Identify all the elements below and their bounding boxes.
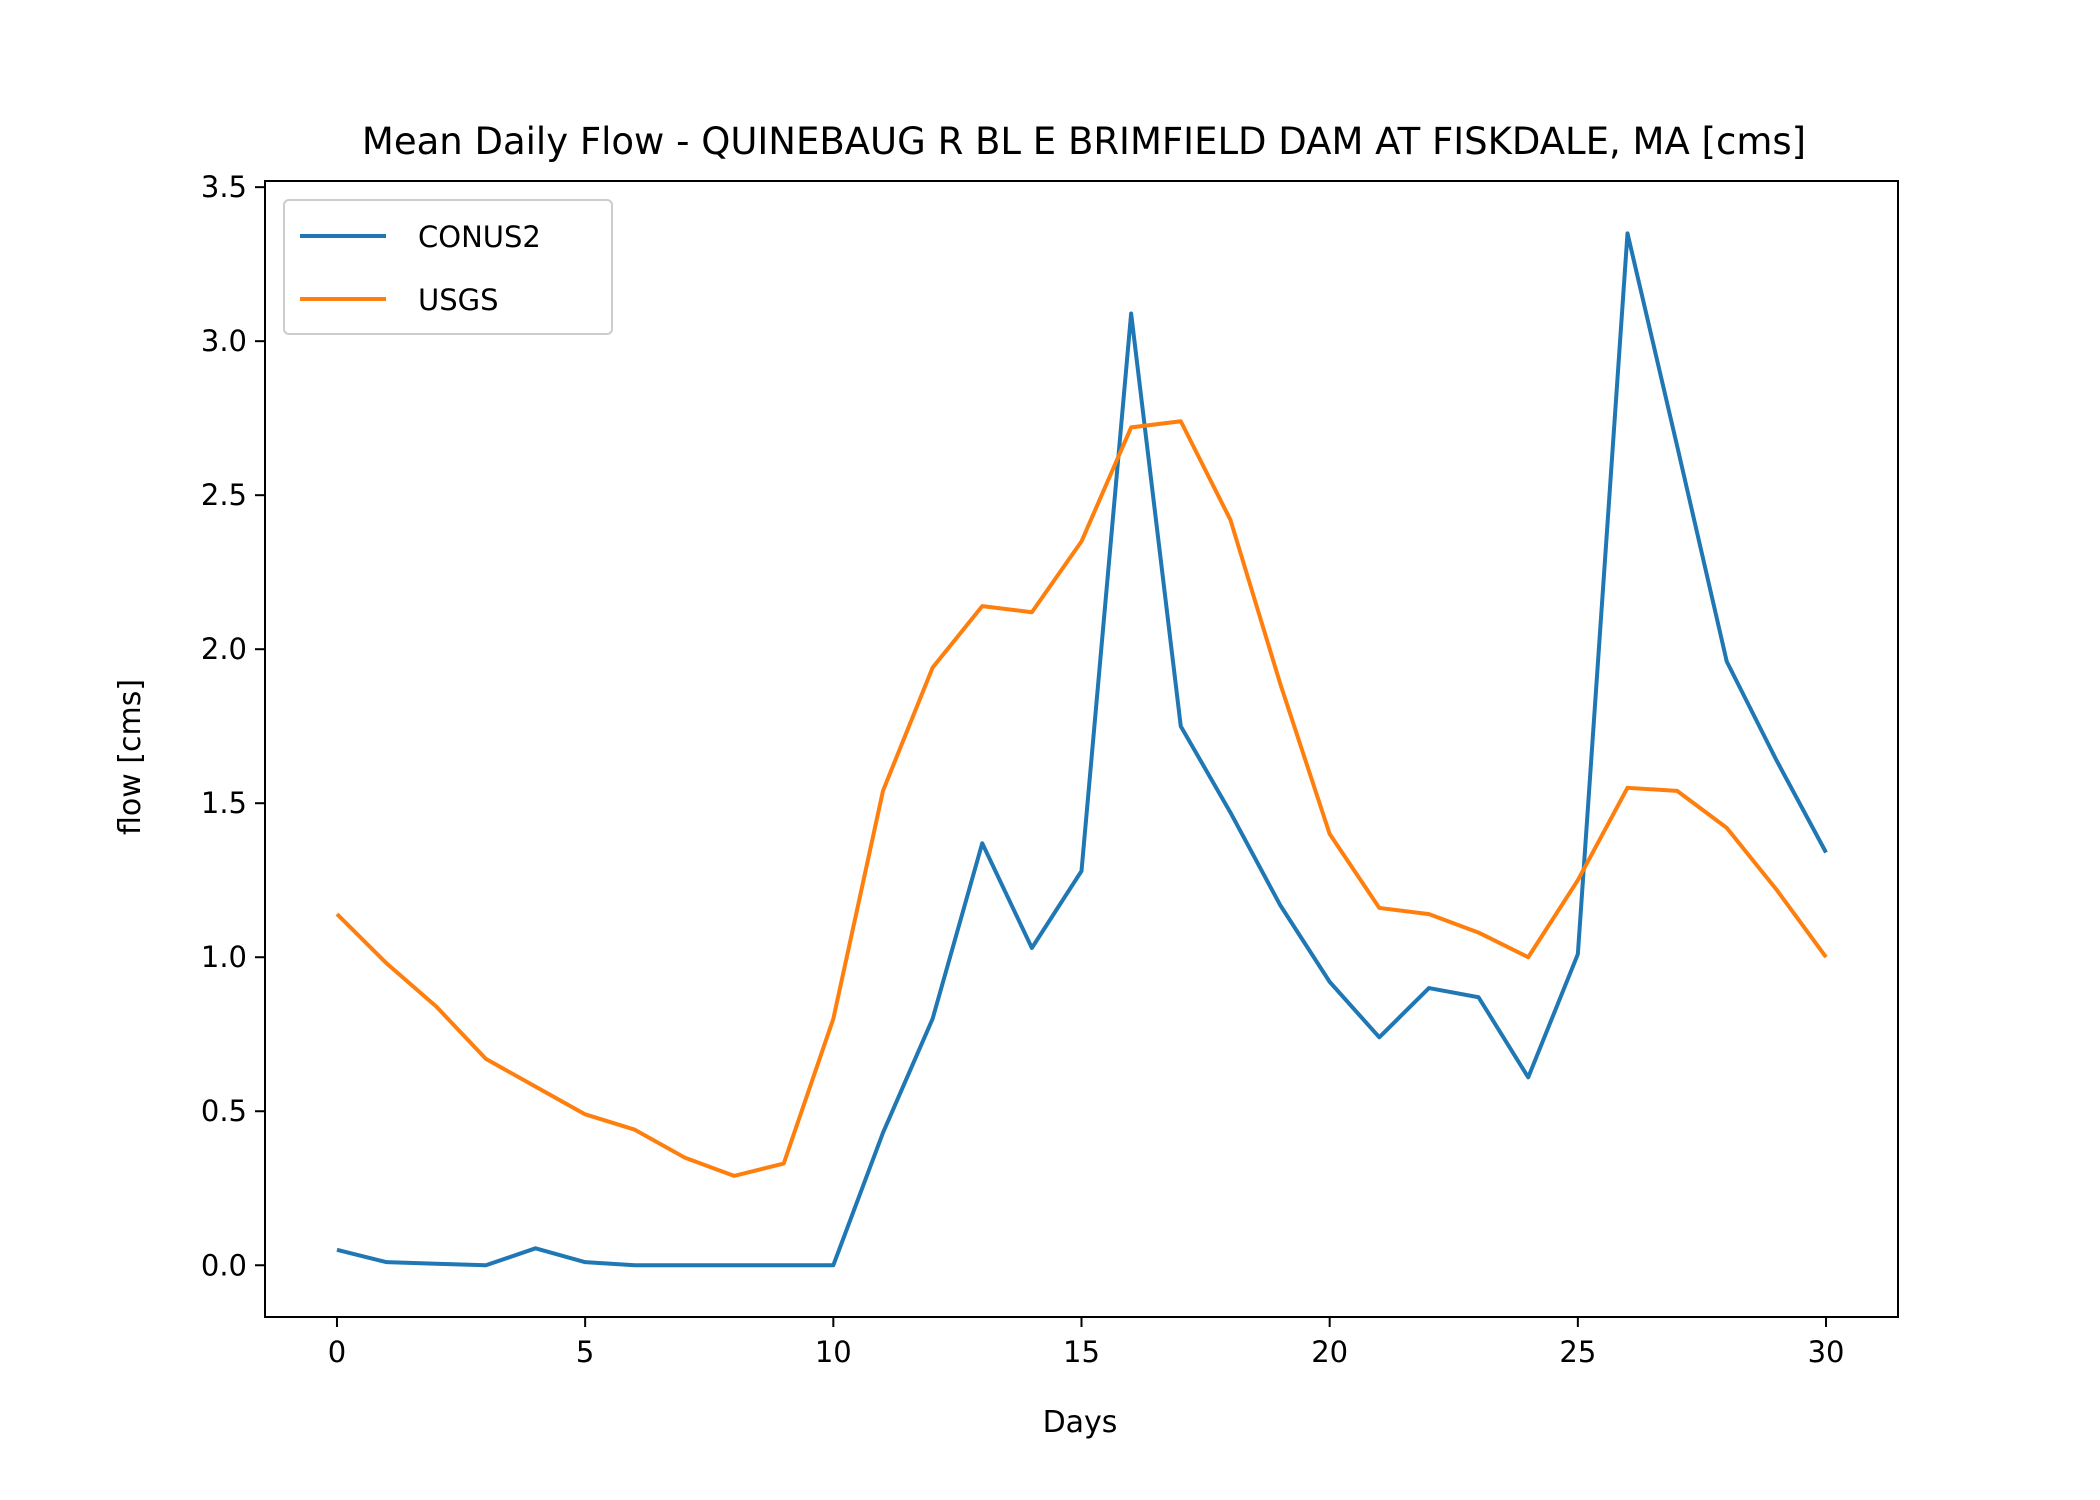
legend: CONUS2 USGS xyxy=(283,199,613,335)
x-tick-label: 10 xyxy=(815,1335,852,1369)
plot-area xyxy=(264,180,1899,1318)
x-axis-label: Days xyxy=(1043,1405,1118,1440)
chart-title: Mean Daily Flow - QUINEBAUG R BL E BRIMF… xyxy=(362,120,1806,163)
series-line-conus2 xyxy=(336,231,1828,1268)
x-axis: 0 5 10 15 20 25 30 xyxy=(328,1317,1845,1369)
x-tick-label: 5 xyxy=(576,1335,594,1369)
x-tick-label: 30 xyxy=(1808,1335,1845,1369)
y-tick-label: 1.5 xyxy=(201,786,247,820)
y-tick-label: 0.0 xyxy=(201,1248,247,1282)
legend-label-usgs: USGS xyxy=(418,283,499,317)
x-tick-label: 0 xyxy=(328,1335,346,1369)
y-axis-label: flow [cms] xyxy=(113,679,148,835)
y-axis: 0.0 0.5 1.0 1.5 2.0 2.5 3.0 3.5 xyxy=(201,170,265,1282)
legend-label-conus2: CONUS2 xyxy=(418,220,541,254)
y-tick-label: 2.5 xyxy=(201,478,247,512)
x-tick-label: 25 xyxy=(1559,1335,1596,1369)
y-tick-label: 2.0 xyxy=(201,632,247,666)
x-tick-label: 20 xyxy=(1311,1335,1348,1369)
y-tick-label: 3.5 xyxy=(201,170,247,204)
y-tick-label: 3.0 xyxy=(201,324,247,358)
x-tick-label: 15 xyxy=(1063,1335,1100,1369)
y-tick-label: 0.5 xyxy=(201,1094,247,1128)
series-line-usgs xyxy=(335,419,1828,1178)
y-tick-label: 1.0 xyxy=(201,940,247,974)
